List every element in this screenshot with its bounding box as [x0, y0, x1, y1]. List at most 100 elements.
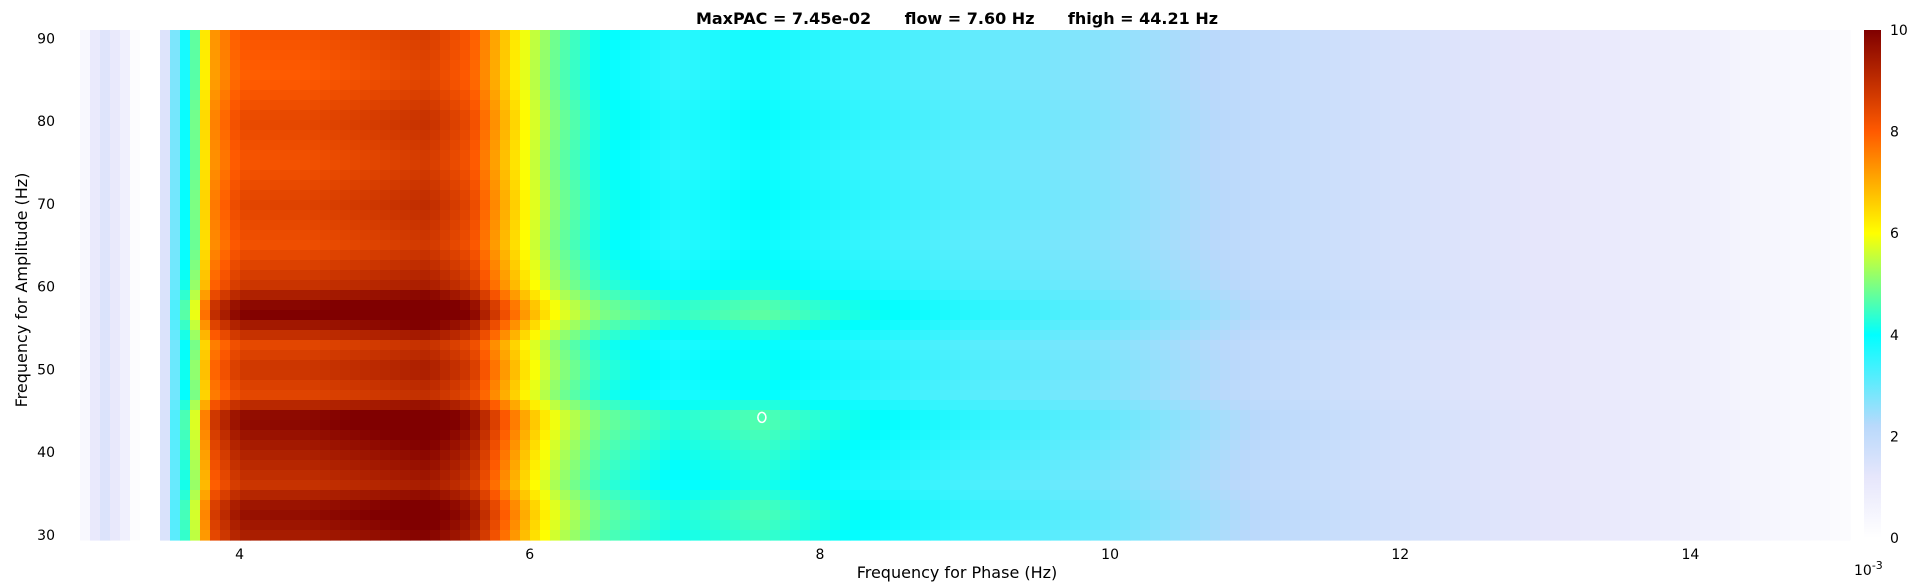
heatmap-cell	[130, 50, 141, 61]
heatmap-cell	[470, 200, 481, 211]
heatmap-cell	[1720, 130, 1731, 141]
heatmap-cell	[1110, 40, 1121, 51]
heatmap-cell	[1720, 80, 1731, 91]
heatmap-cell	[350, 170, 361, 181]
heatmap-cell	[1150, 90, 1161, 101]
heatmap-cell	[400, 170, 411, 181]
heatmap-cell	[280, 90, 291, 101]
heatmap-cell	[940, 180, 951, 191]
heatmap-cell	[730, 60, 741, 71]
heatmap-cell	[1600, 250, 1611, 261]
heatmap-cell	[340, 160, 351, 171]
heatmap-cell	[310, 110, 321, 121]
heatmap-cell	[1230, 70, 1241, 81]
heatmap-cell	[580, 50, 591, 61]
heatmap-cell	[1800, 30, 1811, 41]
heatmap-cell	[1740, 180, 1751, 191]
heatmap-cell	[340, 240, 351, 251]
heatmap-cell	[260, 310, 271, 321]
heatmap-cell	[810, 210, 821, 221]
heatmap-cell	[1600, 290, 1611, 301]
heatmap-cell	[1270, 300, 1281, 311]
heatmap-cell	[1490, 120, 1501, 131]
heatmap-cell	[680, 300, 691, 311]
heatmap-cell	[290, 130, 301, 141]
heatmap-cell	[1480, 270, 1491, 281]
heatmap-cell	[1000, 230, 1011, 241]
heatmap-cell	[1270, 90, 1281, 101]
heatmap-cell	[1830, 280, 1841, 291]
heatmap-cell	[930, 190, 941, 201]
heatmap-cell	[480, 300, 491, 311]
heatmap-cell	[130, 90, 141, 101]
heatmap-cell	[610, 170, 621, 181]
heatmap-cell	[1180, 300, 1191, 311]
heatmap-cell	[140, 140, 151, 151]
heatmap-cell	[390, 220, 401, 231]
heatmap-cell	[300, 60, 311, 71]
heatmap-cell	[950, 40, 961, 51]
heatmap-cell	[950, 190, 961, 201]
heatmap-cell	[900, 250, 911, 261]
heatmap-cell	[1270, 70, 1281, 81]
heatmap-cell	[1150, 270, 1161, 281]
heatmap-cell	[360, 190, 371, 201]
heatmap-cell	[990, 180, 1001, 191]
heatmap-cell	[1610, 50, 1621, 61]
heatmap-cell	[1130, 170, 1141, 181]
heatmap-cell	[340, 90, 351, 101]
heatmap-cell	[1470, 100, 1481, 111]
heatmap-cell	[170, 220, 181, 231]
heatmap-cell	[420, 120, 431, 131]
heatmap-cell	[390, 280, 401, 291]
heatmap-cell	[1550, 150, 1561, 161]
heatmap-cell	[120, 160, 131, 171]
heatmap-cell	[1430, 250, 1441, 261]
heatmap-cell	[770, 100, 781, 111]
heatmap-cell	[1600, 30, 1611, 41]
heatmap-cell	[170, 160, 181, 171]
heatmap-cell	[380, 170, 391, 181]
heatmap-cell	[1620, 170, 1631, 181]
heatmap-cell	[1090, 120, 1101, 131]
heatmap-cell	[1630, 250, 1641, 261]
heatmap-cell	[1240, 210, 1251, 221]
heatmap-cell	[680, 110, 691, 121]
heatmap-cell	[150, 210, 161, 221]
heatmap-cell	[1210, 50, 1221, 61]
heatmap-cell	[1530, 300, 1541, 311]
heatmap-cell	[1430, 30, 1441, 41]
heatmap-cell	[160, 240, 171, 251]
heatmap-cell	[1550, 280, 1561, 291]
heatmap-cell	[1170, 270, 1181, 281]
heatmap-cell	[80, 90, 91, 101]
heatmap-cell	[210, 90, 221, 101]
heatmap-cell	[210, 130, 221, 141]
heatmap-cell	[410, 50, 421, 61]
heatmap-cell	[1400, 100, 1411, 111]
heatmap-cell	[1310, 110, 1321, 121]
heatmap-cell	[1050, 200, 1061, 211]
heatmap-cell	[140, 240, 151, 251]
heatmap-cell	[700, 230, 711, 241]
heatmap-cell	[1470, 250, 1481, 261]
heatmap-cell	[1240, 160, 1251, 171]
heatmap-cell	[270, 50, 281, 61]
heatmap-cell	[1720, 90, 1731, 101]
heatmap-cell	[1100, 290, 1111, 301]
heatmap-cell	[1500, 170, 1511, 181]
heatmap-cell	[1550, 130, 1561, 141]
heatmap-cell	[1840, 240, 1851, 251]
heatmap-cell	[1740, 200, 1751, 211]
heatmap-cell	[770, 230, 781, 241]
heatmap-cell	[540, 160, 551, 171]
heatmap-cell	[910, 160, 921, 171]
heatmap-cell	[410, 110, 421, 121]
heatmap-cell	[1220, 110, 1231, 121]
heatmap-cell	[1000, 80, 1011, 91]
heatmap-cell	[880, 270, 891, 281]
heatmap-cell	[140, 120, 151, 131]
heatmap-cell	[510, 80, 521, 91]
heatmap-cell	[1720, 280, 1731, 291]
heatmap-cell	[190, 80, 201, 91]
